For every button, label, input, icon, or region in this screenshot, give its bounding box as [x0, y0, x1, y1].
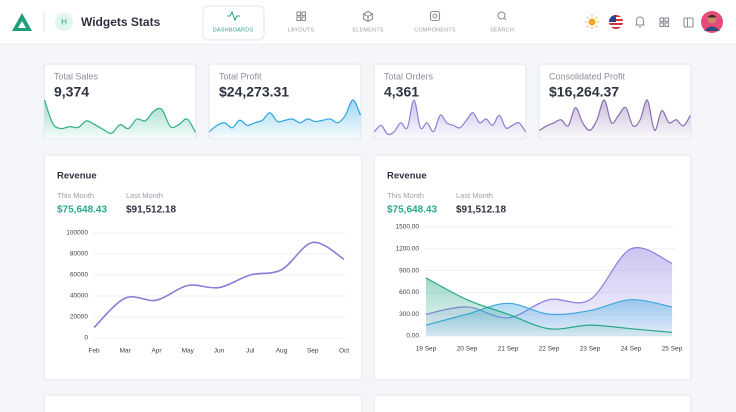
x-tick-label: 25 Sep [662, 346, 683, 353]
last-month-label: Last Month [456, 191, 493, 200]
sparkline-area [209, 100, 361, 138]
nav-elements[interactable]: ELEMENTS [352, 10, 384, 34]
stat-value: 9,374 [54, 84, 89, 100]
y-tick-label: 900.00 [399, 267, 419, 274]
area [426, 277, 672, 336]
y-tick-label: 0 [84, 335, 88, 342]
x-tick-label: 23 Sep [580, 346, 601, 353]
nav-label[interactable]: SEARCH [490, 27, 514, 33]
avatar-letter: H [61, 18, 67, 27]
sparkline [43, 99, 197, 134]
x-tick-label: Jun [214, 348, 225, 355]
user-avatar[interactable] [701, 11, 723, 33]
app-title: Widgets Stats [81, 15, 161, 29]
y-tick-label: 1200.00 [396, 246, 420, 253]
x-tick-label: 21 Sep [498, 346, 519, 353]
this-month-label: This Month [57, 191, 94, 200]
y-tick-label: 300.00 [399, 311, 419, 318]
revenue-card [43, 154, 363, 381]
y-tick-label: 20000 [70, 314, 88, 321]
sparkline-area [374, 100, 526, 138]
logo[interactable] [12, 13, 32, 31]
x-tick-label: Apr [151, 348, 162, 355]
notifications[interactable] [635, 16, 645, 28]
x-tick-label: 22 Sep [539, 346, 560, 353]
this-month-value: $75,648.43 [387, 205, 437, 216]
this-month-label: This Month [387, 191, 424, 200]
nav-search[interactable]: SEARCH [490, 11, 514, 33]
stat-title: Consolidated Profit [549, 71, 626, 81]
x-tick-label: 24 Sep [621, 346, 642, 353]
sparkline [374, 99, 526, 136]
y-tick-label: 100000 [66, 230, 88, 237]
stat-title: Total Orders [384, 71, 434, 81]
language-flag[interactable] [609, 15, 623, 29]
card [373, 394, 692, 412]
nav-layouts[interactable]: LAYOUTS [288, 11, 315, 33]
y-tick-label: 1500.00 [396, 224, 420, 231]
charts: 0 20000 40000 60000 80000 100000 Feb Mar Apr May J… [66, 224, 682, 355]
x-tick-label: 19 Sep [416, 346, 437, 353]
y-tick-label: 60000 [70, 272, 88, 279]
area-outline [425, 277, 673, 333]
apps-menu[interactable] [659, 17, 670, 28]
x-tick-label: Aug [276, 348, 288, 355]
y-tick-label: 80000 [70, 251, 88, 258]
y-tick-label: 600.00 [399, 289, 419, 296]
nav-label[interactable]: DASHBOARDS [213, 27, 254, 33]
card-title: Revenue [57, 171, 97, 182]
card [43, 394, 363, 412]
stat-cards: Total Sales 9,374 Total Profit $24,273.31 To… [43, 63, 692, 140]
nav-label[interactable]: ELEMENTS [352, 27, 383, 33]
stat-value: 4,361 [384, 84, 419, 100]
avatar-badge [55, 13, 73, 31]
line [93, 241, 345, 329]
nav-components[interactable]: COMPONENTS [414, 10, 456, 34]
sparkline [209, 99, 362, 133]
sidebar-toggle[interactable] [683, 17, 694, 28]
sparkline [539, 99, 692, 132]
nav-active-box [202, 5, 265, 41]
y-tick-label: 40000 [70, 293, 88, 300]
stat-value: $24,273.31 [219, 84, 289, 100]
nav-label[interactable]: COMPONENTS [414, 27, 456, 33]
stat-title: Total Profit [219, 71, 262, 81]
x-tick-label: May [182, 348, 195, 355]
card-title: Revenue [387, 171, 427, 182]
stat-value: $16,264.37 [549, 84, 619, 100]
x-tick-label: 20 Sep [457, 346, 478, 353]
this-month-value: $75,648.43 [57, 205, 107, 216]
nav-label[interactable]: LAYOUTS [288, 27, 315, 33]
last-month-value: $91,512.18 [456, 205, 506, 216]
last-month-value: $91,512.18 [126, 205, 176, 216]
x-tick-label: Feb [88, 348, 100, 355]
nav-dashboards[interactable]: DASHBOARDS [213, 10, 254, 33]
stat-title: Total Sales [54, 71, 99, 81]
theme-toggle[interactable] [585, 15, 599, 29]
x-tick-label: Mar [120, 348, 132, 355]
last-month-label: Last Month [126, 191, 163, 200]
x-tick-label: Oct [339, 348, 349, 355]
y-tick-label: 0.00 [406, 333, 419, 340]
x-tick-label: Sep [307, 348, 319, 355]
x-tick-label: Jul [246, 348, 255, 355]
